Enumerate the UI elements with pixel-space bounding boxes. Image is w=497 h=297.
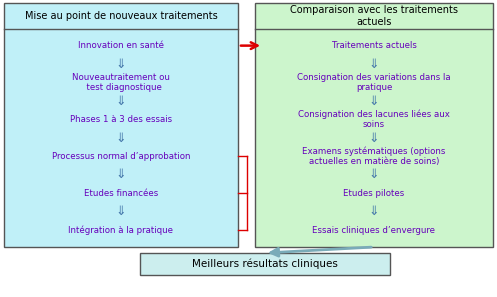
Text: ⇓: ⇓: [116, 206, 126, 218]
Text: Nouveautraitement ou
  test diagnostique: Nouveautraitement ou test diagnostique: [72, 73, 170, 92]
Text: Comparaison avec les traitements
actuels: Comparaison avec les traitements actuels: [290, 5, 458, 27]
Text: Examens systématiques (options
actuelles en matière de soins): Examens systématiques (options actuelles…: [302, 147, 446, 166]
Text: Phases 1 à 3 des essais: Phases 1 à 3 des essais: [70, 115, 172, 124]
Text: Consignation des variations dans la
pratique: Consignation des variations dans la prat…: [297, 73, 451, 92]
Text: Innovation en santé: Innovation en santé: [78, 41, 164, 50]
Text: ⇓: ⇓: [116, 168, 126, 181]
Text: ⇓: ⇓: [369, 168, 379, 181]
Text: Essais cliniques d’envergure: Essais cliniques d’envergure: [313, 226, 435, 235]
Text: ⇓: ⇓: [116, 132, 126, 145]
Text: ⇓: ⇓: [116, 94, 126, 108]
Text: ⇓: ⇓: [116, 58, 126, 71]
Text: Consignation des lacunes liées aux
soins: Consignation des lacunes liées aux soins: [298, 110, 450, 129]
Text: ⇓: ⇓: [369, 132, 379, 145]
Text: ⇓: ⇓: [369, 206, 379, 218]
Text: ⇓: ⇓: [369, 94, 379, 108]
Text: Intégration à la pratique: Intégration à la pratique: [69, 226, 173, 235]
Text: Etudes financées: Etudes financées: [84, 189, 158, 198]
Text: Meilleurs résultats cliniques: Meilleurs résultats cliniques: [192, 259, 338, 269]
Text: Processus normal d’approbation: Processus normal d’approbation: [52, 152, 190, 161]
Bar: [140, 253, 390, 275]
Text: Traitements actuels: Traitements actuels: [331, 41, 416, 50]
Text: ⇓: ⇓: [369, 58, 379, 71]
Text: Etudes pilotes: Etudes pilotes: [343, 189, 405, 198]
Bar: [4, 3, 238, 247]
Bar: [255, 3, 493, 247]
Text: Mise au point de nouveaux traitements: Mise au point de nouveaux traitements: [25, 11, 217, 21]
